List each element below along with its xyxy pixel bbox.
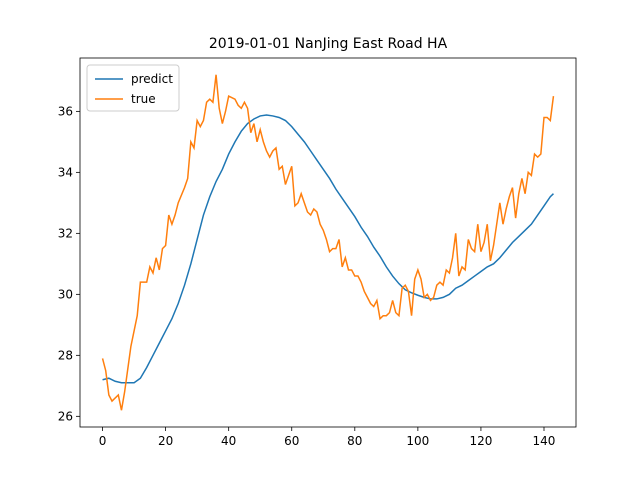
y-tick-label: 36 (58, 104, 73, 118)
x-tick-label: 60 (284, 434, 299, 448)
x-tick-label: 20 (158, 434, 173, 448)
chart-title: 2019-01-01 NanJing East Road HA (209, 36, 448, 52)
y-tick-label: 30 (58, 287, 73, 301)
x-tick-label: 120 (469, 434, 492, 448)
x-tick-label: 80 (347, 434, 362, 448)
legend-label: true (131, 92, 156, 106)
y-tick-label: 32 (58, 226, 73, 240)
x-tick-label: 0 (99, 434, 107, 448)
legend: predict true (86, 64, 180, 112)
x-tick-label: 40 (221, 434, 236, 448)
legend-label: predict (131, 72, 173, 86)
line-predict (102, 114, 554, 384)
y-tick-label: 34 (58, 165, 73, 179)
y-tick-label: 28 (58, 348, 73, 362)
line-true (101, 74, 555, 411)
y-tick-label: 26 (58, 409, 73, 423)
x-tick-label: 140 (533, 434, 556, 448)
x-tick-label: 100 (406, 434, 429, 448)
plot-frame (79, 57, 577, 428)
